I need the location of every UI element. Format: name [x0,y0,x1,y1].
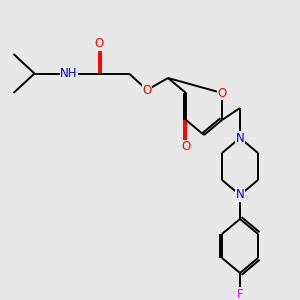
Text: O: O [182,140,190,154]
Text: N: N [236,131,244,145]
Text: F: F [237,287,243,300]
Text: N: N [236,188,244,202]
Text: O: O [218,86,226,100]
Text: NH: NH [60,67,78,80]
Text: O: O [142,83,152,97]
Text: O: O [94,37,103,50]
